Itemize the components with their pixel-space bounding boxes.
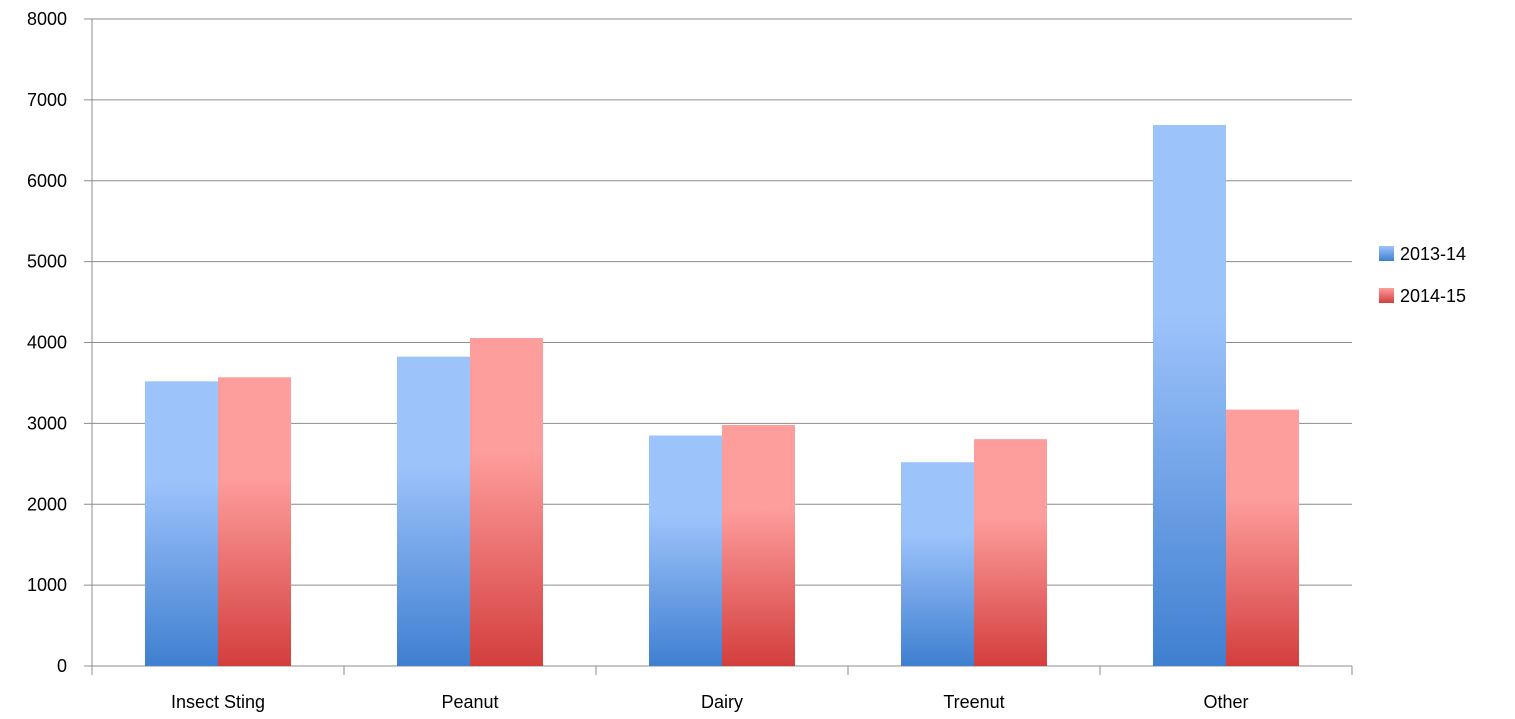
bar-2013-14-peanut: [397, 356, 470, 666]
bars: [145, 124, 1299, 667]
gridlines: [92, 18, 1352, 586]
bar-2014-15-peanut: [470, 338, 543, 666]
y-tick-label: 8000: [27, 9, 67, 29]
bar-2014-15-treenut: [974, 439, 1047, 666]
y-tick-label: 4000: [27, 333, 67, 353]
legend-label: 2013-14: [1400, 244, 1466, 264]
legend-swatch-2014-15: [1379, 288, 1394, 303]
bar-2014-15-insect-sting: [218, 377, 291, 666]
x-tick-label: Treenut: [943, 692, 1004, 712]
bar-2014-15-dairy: [722, 424, 795, 666]
y-tick-label: 2000: [27, 494, 67, 514]
legend-swatch-2013-14: [1379, 246, 1394, 261]
bar-2013-14-insect-sting: [145, 381, 218, 666]
y-tick-label: 1000: [27, 575, 67, 595]
y-tick-label: 5000: [27, 252, 67, 272]
y-tick-label: 0: [57, 656, 67, 676]
bar-2013-14-dairy: [649, 435, 722, 666]
bar-2014-15-other: [1226, 409, 1299, 666]
x-tick-label: Dairy: [701, 692, 743, 712]
bar-2013-14-treenut: [901, 462, 974, 666]
bar-2013-14-other: [1153, 124, 1226, 667]
legend-label: 2014-15: [1400, 286, 1466, 306]
y-tick-label: 6000: [27, 171, 67, 191]
y-tick-label: 7000: [27, 90, 67, 110]
legend: 2013-14 2014-15: [1379, 244, 1466, 306]
x-tick-label: Other: [1203, 692, 1248, 712]
y-tick-label: 3000: [27, 413, 67, 433]
x-tick-label: Insect Sting: [171, 692, 265, 712]
tick-labels: 0 1000 2000 3000 4000 5000 6000 7000 8000 Insect …: [27, 9, 1249, 712]
x-tick-label: Peanut: [441, 692, 498, 712]
